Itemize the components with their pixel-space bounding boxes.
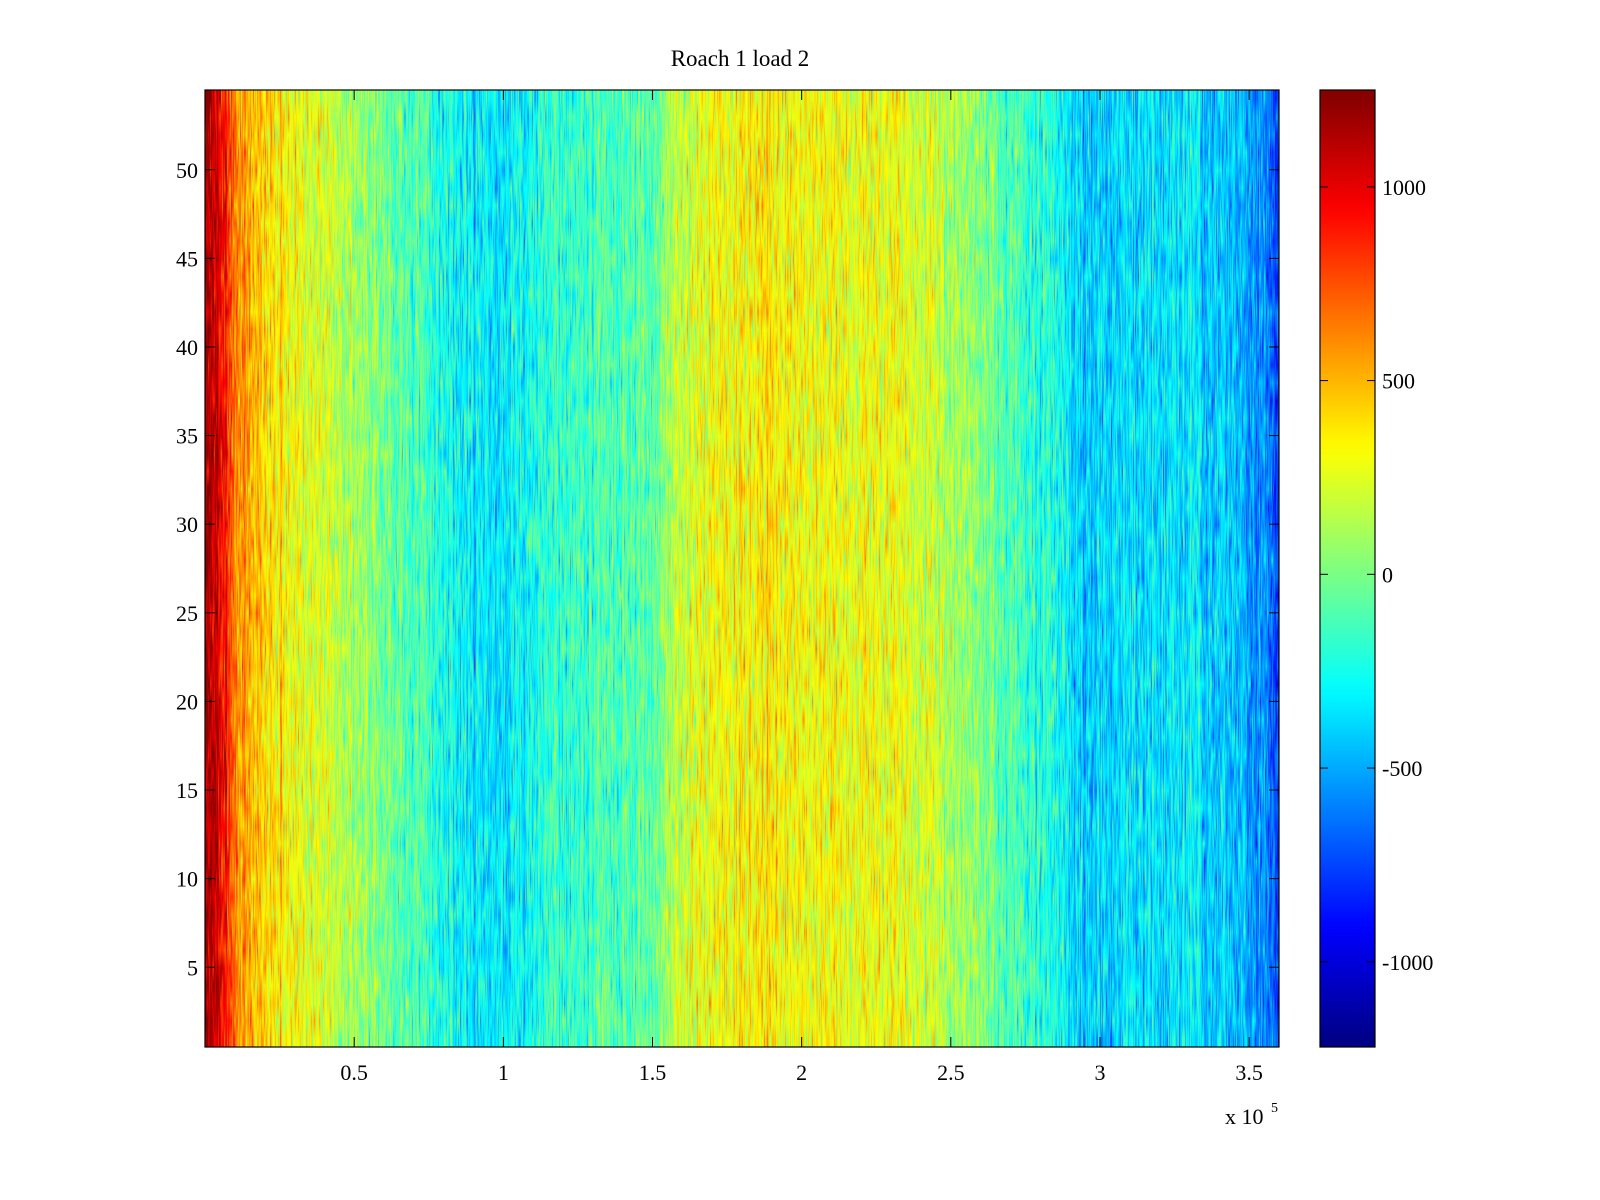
y-tick-label: 40: [176, 335, 198, 360]
y-tick-label: 45: [176, 246, 198, 271]
heatmap-image: [205, 90, 1279, 1047]
x-tick-label: 0.5: [340, 1060, 368, 1085]
y-tick-label: 50: [176, 158, 198, 183]
colorbar-tick-label: 0: [1382, 562, 1393, 587]
y-tick-label: 30: [176, 512, 198, 537]
x-tick-label: 2.5: [937, 1060, 965, 1085]
colorbar-tick-label: 500: [1382, 369, 1415, 394]
colorbar-frame: [1319, 89, 1376, 1048]
x-exponent-label: x 10: [1225, 1104, 1264, 1129]
heatmap-plot-area: [204, 89, 1280, 1048]
x-tick-label: 3: [1095, 1060, 1106, 1085]
colorbar: 1000 500 0 -500 -1000: [1319, 89, 1433, 1048]
x-tick-label: 1: [498, 1060, 509, 1085]
x-exponent-power: 5: [1271, 1101, 1278, 1116]
y-tick-label: 25: [176, 601, 198, 626]
x-axis-exponent: x 10 5: [1225, 1101, 1278, 1129]
x-tick-label: 1.5: [639, 1060, 667, 1085]
y-tick-label: 15: [176, 778, 198, 803]
x-tick-label: 2: [796, 1060, 807, 1085]
y-axis: 5 10 15 20 25 30 35 40 45 50: [176, 158, 1279, 980]
colorbar-tick-label: -500: [1382, 756, 1422, 781]
y-tick-label: 5: [187, 955, 198, 980]
chart-title: Roach 1 load 2: [671, 46, 810, 71]
colorbar-axis: 1000 500 0 -500 -1000: [1320, 175, 1433, 975]
x-axis: 0.5 1 1.5 2 2.5 3 3.5: [340, 90, 1263, 1085]
plot-frame: [204, 89, 1280, 1048]
y-tick-label: 20: [176, 689, 198, 714]
x-tick-label: 3.5: [1235, 1060, 1263, 1085]
colorbar-tick-label: -1000: [1382, 950, 1433, 975]
colorbar-tick-label: 1000: [1382, 175, 1426, 200]
y-tick-label: 35: [176, 424, 198, 449]
y-tick-label: 10: [176, 867, 198, 892]
colorbar-gradient: [1320, 90, 1375, 1047]
